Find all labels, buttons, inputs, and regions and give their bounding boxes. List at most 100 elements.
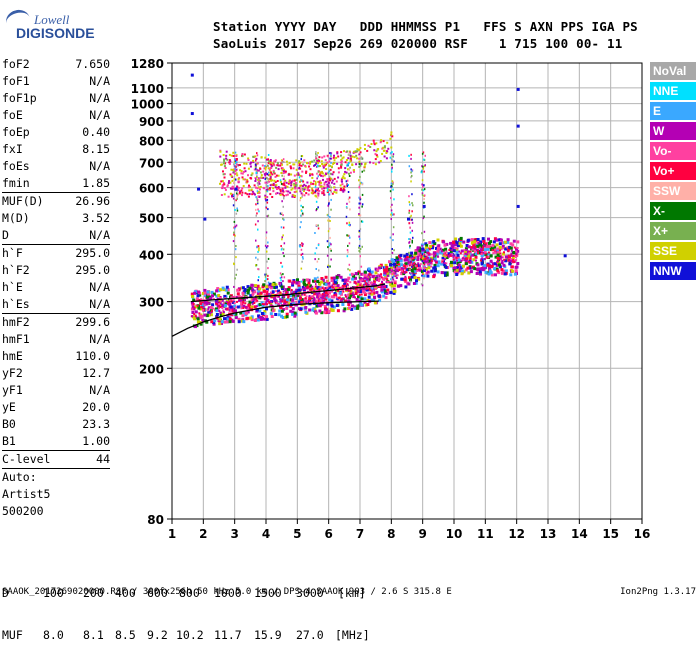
separator [2, 192, 110, 193]
legend-item: E [650, 102, 696, 120]
echo-point [422, 262, 425, 264]
echo-point [346, 255, 349, 258]
echo-point [392, 155, 394, 158]
echo-point [417, 264, 421, 268]
echo-point [378, 161, 381, 164]
echo-point [283, 302, 286, 305]
echo-point [423, 170, 425, 173]
echo-point [359, 151, 362, 154]
echo-point [308, 189, 311, 192]
echo-point [458, 250, 461, 253]
echo-point [327, 264, 329, 267]
echo-point [479, 267, 483, 271]
echo-point [307, 281, 311, 285]
echo-point [252, 159, 255, 162]
echo-point [290, 180, 293, 183]
separator [2, 468, 110, 469]
echo-point [363, 143, 366, 146]
echo-point [257, 245, 260, 248]
echo-point [388, 260, 391, 264]
echo-point [391, 151, 393, 154]
echo-point [315, 224, 318, 227]
echo-point [265, 285, 269, 289]
echo-point [269, 193, 272, 196]
echo-point [429, 245, 433, 248]
echo-point [335, 189, 338, 192]
echo-point [358, 213, 360, 215]
echo-point [323, 174, 326, 177]
echo-point [423, 230, 426, 233]
echo-point [221, 307, 224, 309]
echo-point [439, 251, 443, 255]
echo-point [268, 188, 271, 191]
echo-point [465, 244, 469, 247]
echo-point [336, 287, 339, 290]
echo-point [295, 300, 298, 303]
footer-value: 200 [83, 586, 104, 600]
echo-point [384, 296, 388, 300]
chart-frame [167, 62, 643, 524]
echo-point [507, 245, 511, 249]
echo-point [393, 213, 395, 216]
echo-point [346, 234, 348, 237]
echo-point [409, 254, 413, 258]
echo-point [298, 286, 302, 290]
echo-point [255, 196, 257, 199]
echo-point [352, 296, 355, 299]
x-tick-label: 9 [418, 527, 426, 541]
echo-point [258, 303, 262, 306]
echo-point [353, 169, 355, 172]
echo-point [314, 190, 317, 193]
echo-point [204, 293, 208, 297]
echo-point [265, 188, 268, 191]
echo-point [491, 262, 495, 266]
echo-point [302, 243, 304, 246]
echo-point [231, 186, 234, 189]
echo-point [314, 258, 316, 261]
echo-point [391, 163, 393, 166]
echo-point [434, 252, 437, 254]
echo-point [267, 278, 269, 281]
echo-point [257, 292, 260, 295]
echo-point [238, 164, 241, 166]
echo-point [348, 242, 351, 245]
echo-point [242, 311, 246, 315]
echo-point [451, 243, 455, 247]
echo-point [356, 157, 359, 160]
echo-point [445, 273, 449, 277]
echo-point [516, 247, 519, 249]
echo-point [229, 305, 233, 309]
echo-point [498, 246, 502, 249]
echo-point [251, 172, 254, 175]
echo-point [207, 310, 211, 314]
echo-point [241, 172, 244, 175]
echo-point [468, 260, 472, 264]
echo-point [390, 152, 392, 155]
echo-point [300, 204, 302, 207]
legend-item: Vo- [650, 142, 696, 160]
echo-point [326, 294, 328, 297]
echo-point [263, 303, 265, 306]
echo-point [322, 165, 325, 167]
echo-point [341, 303, 345, 306]
echo-point [408, 222, 410, 225]
echo-point [360, 220, 363, 223]
echo-point [421, 183, 423, 186]
echo-point [219, 182, 221, 185]
echo-point [381, 280, 383, 283]
echo-point [198, 312, 201, 315]
echo-point [300, 186, 302, 189]
echo-point [484, 251, 487, 254]
echo-point [314, 279, 318, 283]
echo-point [440, 271, 444, 275]
echo-point [472, 242, 476, 246]
echo-point [247, 157, 250, 160]
echo-point [354, 150, 357, 153]
echo-point [314, 185, 317, 188]
echo-point [203, 291, 207, 295]
echo-point [203, 313, 207, 317]
echo-point [510, 254, 513, 257]
echo-point [223, 176, 226, 179]
echo-point [263, 173, 266, 176]
echo-point [231, 193, 234, 196]
